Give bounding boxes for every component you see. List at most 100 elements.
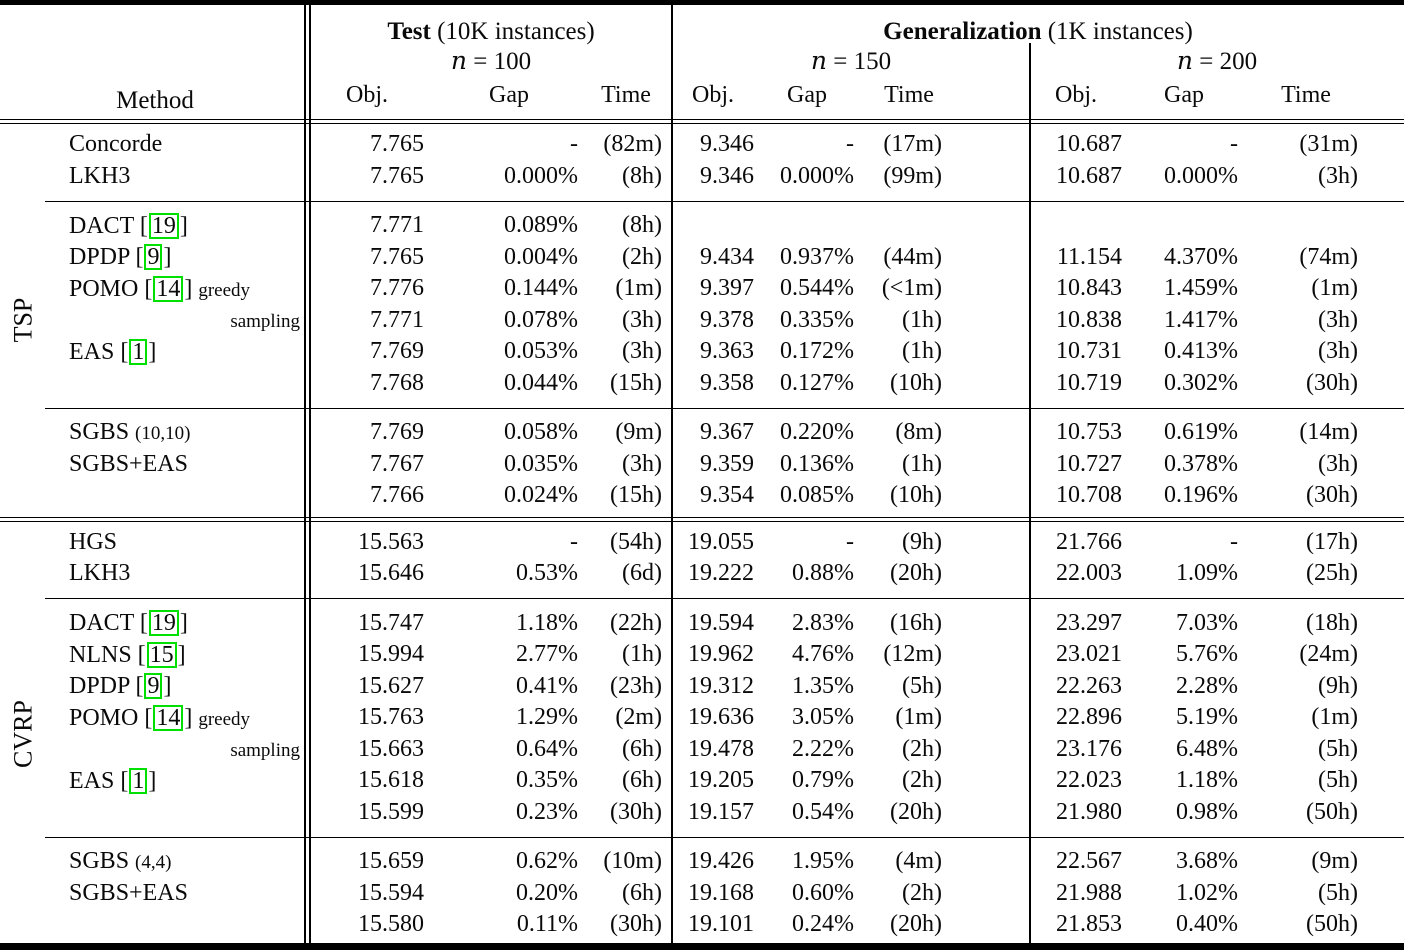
group-separator-row [0, 192, 1404, 210]
obj-cell: 10.727 [1056, 450, 1122, 477]
citation-link[interactable]: 1 [129, 338, 148, 365]
time-cell: (3h) [1318, 306, 1358, 333]
citation-link[interactable]: 19 [148, 212, 179, 239]
time-cell: (1m) [895, 704, 942, 731]
group-rule [45, 828, 1404, 846]
gap-cell: 0.23% [516, 798, 578, 825]
method-cell: DACT [19] [45, 608, 310, 640]
obj-cell: 9.358 [700, 369, 754, 396]
method-cell: DPDP [9] [45, 671, 310, 703]
column-header-gap-n200: Gap [1164, 82, 1204, 109]
obj-cell: 19.101 [688, 911, 754, 938]
citation-link[interactable]: 1 [129, 767, 148, 794]
table-row: NLNS [15] 15.994 2.77% (1h) 19.962 4.76% (12m)… [0, 639, 1404, 671]
gap-cell: 0.004% [504, 243, 578, 270]
obj-cell [672, 210, 760, 242]
citation: [1] [120, 767, 157, 794]
column-header-n200: n = 200 [1176, 45, 1258, 75]
obj-cell: 7.766 [370, 482, 424, 509]
time-cell: (20h) [890, 911, 942, 938]
citation-link[interactable]: 14 [153, 704, 184, 731]
section-tsp: TSP Concorde 7.765- (82m) 9.346- (17m) 10.687-… [0, 129, 1404, 512]
time-cell: (5h) [902, 672, 942, 699]
table-row: SGBS (10,10) 7.769 0.058% (9m) 9.367 0.220% (8… [0, 417, 1404, 449]
time-cell: (17h) [1306, 528, 1358, 555]
rotated-section-title: TSP [7, 297, 37, 343]
time-cell: (20h) [890, 560, 942, 587]
method-cell: SGBS+EAS [45, 878, 310, 910]
citation: [9] [135, 673, 172, 700]
method-cell: DACT [19] [45, 210, 310, 242]
gap-cell: - [846, 528, 854, 555]
time-cell: (99m) [883, 162, 942, 189]
gap-cell: 1.417% [1164, 306, 1238, 333]
time-cell: (8h) [622, 212, 662, 239]
gap-cell: 0.044% [504, 369, 578, 396]
time-cell: (8m) [895, 419, 942, 446]
obj-cell: 19.426 [688, 848, 754, 875]
gap-cell: 1.35% [792, 672, 854, 699]
gap-cell [1130, 210, 1248, 242]
gap-cell: 5.76% [1176, 641, 1238, 668]
gap-cell: 1.02% [1176, 879, 1238, 906]
table-row: EAS [1] 15.618 0.35% (6h) 19.205 0.79% (2h) 22.… [0, 765, 1404, 797]
section-label-tsp: TSP [0, 129, 45, 512]
obj-cell: 19.222 [688, 560, 754, 587]
citation-link[interactable]: 9 [144, 244, 163, 271]
obj-cell: 15.659 [358, 848, 424, 875]
gap-cell: - [570, 528, 578, 555]
citation-link[interactable]: 19 [148, 610, 179, 637]
obj-cell: 19.478 [688, 735, 754, 762]
table-row: SGBS+EAS 15.594 0.20% (6h) 19.168 0.60% (2h) 21… [0, 878, 1404, 910]
gap-cell: 1.95% [792, 848, 854, 875]
time-cell: (10h) [890, 369, 942, 396]
gap-cell: 0.000% [1164, 162, 1238, 189]
method-name: Concorde [69, 131, 163, 158]
gap-cell: 1.459% [1164, 275, 1238, 302]
time-cell: (12m) [883, 641, 942, 668]
citation-link[interactable]: 15 [146, 641, 177, 668]
method-name: DACT [69, 212, 134, 239]
obj-cell: 23.176 [1056, 735, 1122, 762]
gap-cell: 0.619% [1164, 419, 1238, 446]
gap-cell: 0.41% [516, 672, 578, 699]
method-cell [45, 480, 310, 512]
gap-cell: 0.378% [1164, 450, 1238, 477]
gap-cell: 0.53% [516, 560, 578, 587]
time-cell: (30h) [1306, 482, 1358, 509]
rotated-section-title: CVRP [7, 699, 37, 768]
gap-cell: - [1230, 528, 1238, 555]
citation-link[interactable]: 14 [153, 275, 184, 302]
time-cell: (25h) [1306, 560, 1358, 587]
gap-cell: 0.078% [504, 306, 578, 333]
gap-cell: 0.220% [780, 419, 854, 446]
gap-cell: 3.05% [792, 704, 854, 731]
time-cell: (15h) [610, 369, 662, 396]
gap-cell: 0.136% [780, 450, 854, 477]
group-rule [45, 590, 1404, 608]
time-cell: (2m) [615, 704, 662, 731]
gap-cell: 0.335% [780, 306, 854, 333]
citation: [9] [135, 244, 172, 271]
gap-cell: 1.18% [1176, 767, 1238, 794]
test-subtitle: (10K instances) [430, 17, 595, 45]
column-header-n100: n = 100 [450, 45, 532, 75]
gap-cell: 0.79% [792, 767, 854, 794]
time-cell: (9h) [1318, 672, 1358, 699]
time-cell: (23h) [610, 672, 662, 699]
gap-cell: 0.544% [780, 275, 854, 302]
obj-cell: 21.766 [1056, 528, 1122, 555]
gap-cell: 0.11% [516, 911, 578, 938]
obj-cell: 7.767 [370, 450, 424, 477]
time-cell: (20h) [890, 798, 942, 825]
time-cell: (1h) [902, 450, 942, 477]
table-row: 15.580 0.11% (30h) 19.101 0.24% (20h) 21.853 0.… [0, 909, 1404, 941]
obj-cell: 7.771 [370, 212, 424, 239]
obj-cell: 9.378 [700, 306, 754, 333]
gap-cell: 0.64% [516, 735, 578, 762]
time-cell: (8h) [622, 162, 662, 189]
time-cell: (6h) [622, 767, 662, 794]
citation-link[interactable]: 9 [144, 673, 163, 700]
table-row: DACT [19] 7.771 0.089% (8h) [0, 210, 1404, 242]
method-name: SGBS [69, 419, 130, 446]
